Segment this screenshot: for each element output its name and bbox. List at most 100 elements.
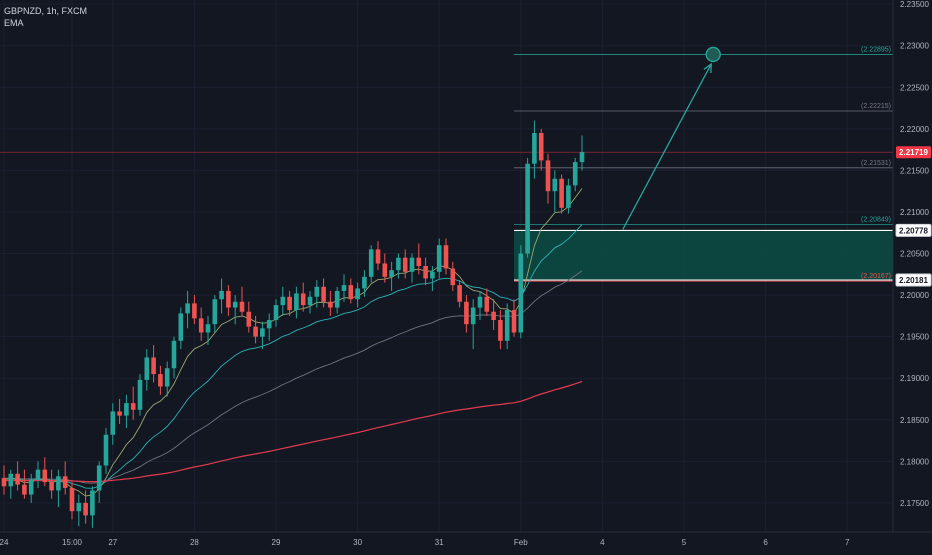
price-tick-label: 2.21500 [900, 166, 929, 175]
candle-body [164, 368, 170, 387]
price-tick-label: 2.20500 [900, 250, 929, 259]
badge-label-zone-bottom-price: 2.20181 [899, 276, 928, 285]
candle-body [212, 299, 218, 325]
candle-body [362, 276, 367, 289]
ema-line-ema_200 [4, 380, 583, 483]
candle-body [525, 163, 530, 254]
candle-body [232, 301, 238, 308]
candle-body [42, 469, 48, 483]
candle-body [477, 296, 483, 308]
candle-body [450, 268, 456, 286]
candle-body [239, 301, 245, 312]
candle-body [579, 152, 585, 163]
candle-body [532, 133, 537, 164]
candle-body [253, 326, 258, 337]
candle-body [144, 357, 150, 380]
candle-body [538, 133, 544, 161]
price-tick-label: 2.23500 [900, 0, 929, 9]
candle-body [35, 469, 41, 480]
demand-zone [514, 230, 893, 281]
badge-label-current-price: 2.21719 [899, 148, 928, 157]
candle-body [341, 285, 347, 291]
candle-body [566, 185, 571, 208]
candle-body [192, 303, 197, 319]
candle-body [321, 286, 326, 302]
candle-body [491, 311, 496, 321]
candle-body [443, 245, 449, 269]
candle-body [185, 303, 190, 314]
projection-arrow [622, 63, 712, 230]
time-tick-label: Feb [514, 538, 528, 547]
candle-body [457, 285, 462, 302]
candle-body [314, 286, 320, 297]
candle-body [62, 476, 68, 488]
candle-body [464, 301, 469, 325]
candle-body [28, 479, 34, 495]
candle-body [375, 249, 381, 264]
candle-body [8, 473, 14, 487]
candle-body [69, 487, 75, 512]
candle-body [151, 357, 156, 375]
candle-body [273, 305, 279, 321]
badge-zone-bottom-price[interactable] [895, 273, 932, 287]
badge-current-price[interactable] [896, 146, 931, 159]
candle-body [137, 379, 143, 410]
candle-body [96, 465, 102, 491]
candle-body [355, 288, 360, 300]
candle-body [348, 285, 354, 300]
chart-legend: GBPNZD, 1h, FXCM EMA [4, 5, 87, 29]
candle-body [470, 307, 476, 325]
candle-body [552, 178, 558, 192]
candle-body [402, 257, 408, 272]
candle-body [328, 301, 333, 308]
target-circle[interactable] [705, 46, 721, 63]
candle-body [334, 290, 340, 308]
price-tick-label: 2.18000 [900, 457, 929, 466]
level-label-mid: (2.21531) [861, 160, 891, 167]
symbol-title[interactable]: GBPNZD, 1h, FXCM [4, 6, 88, 16]
candle-body [158, 374, 163, 387]
level-label-resistance: (2.22215) [861, 103, 891, 110]
candle-body [103, 434, 109, 466]
candle-body [287, 296, 292, 311]
time-tick-label: 5 [682, 538, 687, 547]
price-tick-label: 2.17500 [900, 499, 929, 508]
time-tick-label: 27 [108, 538, 117, 547]
ema-line-ema_mid [3, 224, 583, 489]
candle-body [110, 411, 116, 435]
candle-body [396, 257, 401, 271]
candle-body [368, 249, 374, 277]
candle-body [280, 296, 286, 306]
level-label-zone-bottom: (2.20167) [861, 273, 891, 280]
candle-body [15, 473, 20, 485]
time-tick-label: 29 [272, 538, 281, 547]
candle-body [409, 257, 415, 272]
candle-body [124, 403, 129, 416]
candle-body [518, 253, 524, 333]
price-tick-label: 2.19500 [900, 333, 929, 342]
time-tick-label: 4 [600, 538, 605, 547]
candle-body [1, 477, 7, 487]
badge-zone-top-price[interactable] [895, 223, 932, 237]
candle-body [22, 484, 27, 495]
ema-line-ema_fast [3, 188, 583, 497]
candle-body [246, 311, 252, 327]
candle-body [260, 328, 265, 337]
candle-body [198, 318, 204, 333]
indicator-name[interactable]: EMA [4, 18, 24, 28]
time-tick-label: 31 [435, 538, 444, 547]
candle-body [178, 313, 184, 341]
time-axis [0, 532, 932, 550]
candle-body [416, 257, 422, 266]
time-tick-label: 15:00 [62, 538, 83, 547]
candle-body [389, 270, 394, 277]
candle-body [171, 340, 177, 369]
candle-body [307, 296, 313, 306]
badge-label-zone-top-price: 2.20778 [899, 226, 928, 235]
candle-body [436, 245, 442, 272]
time-tick-label: 7 [845, 538, 850, 547]
time-tick-label: 28 [190, 538, 199, 547]
candle-body [83, 502, 88, 516]
